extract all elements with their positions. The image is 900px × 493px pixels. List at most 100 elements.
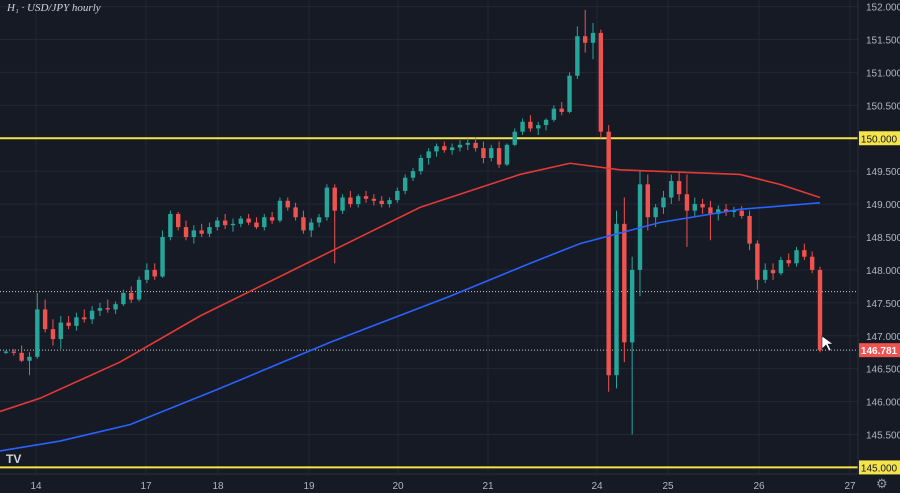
candle-body [817,269,823,351]
candle-body [168,213,173,237]
candle-body [645,184,651,218]
candle-body [426,151,431,158]
candle-body [340,197,345,211]
chart-title: H₁ · USD/JPY hourly [7,2,101,14]
candle-body [11,351,17,353]
y-tick-label: 148.500 [866,233,900,244]
candle-body [481,148,486,158]
candle-body [160,237,165,277]
candle-body [512,131,517,145]
moving-averages [0,162,821,452]
candle-body [175,213,181,228]
candle-body [246,218,251,223]
candle-body [504,144,510,165]
candle-body [559,108,564,112]
price-level-label: 145.000 [861,463,898,474]
candle-body [716,209,721,214]
candle-body [50,329,56,340]
gear-icon[interactable]: ⚙ [876,476,888,491]
candle-body [676,181,682,195]
candle-body [254,222,259,228]
candle-body [42,309,48,330]
candle-body [606,131,611,376]
candle-body [58,322,63,340]
candle-body [802,250,807,257]
y-tick-label: 146.000 [866,398,900,409]
horizontal-levels [0,137,858,469]
candle-body [277,200,283,221]
candle-body [442,146,447,151]
y-tick-label: 152.000 [866,3,900,14]
y-tick-label: 149.500 [866,167,900,178]
candle-body [293,207,298,218]
candle-body [410,171,416,178]
cursor-arrow-icon [821,335,834,352]
x-tick-label: 14 [30,481,42,492]
candle-body [183,227,189,237]
candle-body [269,217,275,221]
candle-body [262,217,267,228]
candle-body [379,200,384,205]
candle-body [230,223,236,226]
x-tick-label: 25 [662,481,674,492]
y-tick-label: 146.500 [866,365,900,376]
candle-body [747,215,752,244]
candle-body [543,119,549,126]
candle-body [89,310,95,320]
candle-body [238,218,244,224]
x-tick-label: 18 [212,481,224,492]
candle-body [755,243,760,280]
price-level-tag [859,131,900,146]
y-tick-label: 147.500 [866,299,900,310]
candle-body [371,198,377,201]
candle-body [113,304,118,310]
candle-body [222,220,228,226]
candle-body [489,148,494,158]
candle-body [692,204,697,211]
candle-body [3,351,9,353]
candle-body [778,260,784,274]
candle-body [285,200,290,208]
candle-body [629,269,635,343]
candle-body [324,187,330,218]
candle-body [590,32,596,43]
candle-body [457,144,463,148]
price-level-label: 150.000 [861,134,898,145]
x-tick-label: 20 [392,481,404,492]
y-tick-label: 145.500 [866,431,900,442]
y-tick-label: 151.500 [866,36,900,47]
candle-body [191,230,197,237]
candle-body [97,308,103,311]
candle-body [449,147,455,151]
ma-red-line [0,162,821,413]
candle-body [473,142,478,149]
y-tick-label: 149.000 [866,200,900,211]
candle-body [215,220,220,228]
candle-body [136,279,142,300]
y-tick-label: 150.500 [866,101,900,112]
candle-body [332,187,337,211]
candle-body [669,181,674,198]
candle-body [731,210,737,212]
tradingview-logo-icon[interactable]: TV [6,452,22,466]
last-price-label: 146.781 [861,346,898,357]
candle-body [528,121,533,129]
candle-body [348,197,353,205]
candle-body [739,210,744,216]
candle-body [622,223,627,343]
candle-body [661,197,666,208]
grid [0,0,858,474]
x-tick-label: 27 [844,481,856,492]
candle-body [387,200,392,205]
candle-body [301,217,306,231]
x-tick-label: 17 [140,481,152,492]
candle-body [402,177,408,191]
candles [3,9,823,435]
x-tick-label: 19 [303,481,315,492]
candle-body [144,269,150,280]
candle-body [614,223,619,376]
candle-body [786,260,791,264]
candle-body [121,292,126,305]
